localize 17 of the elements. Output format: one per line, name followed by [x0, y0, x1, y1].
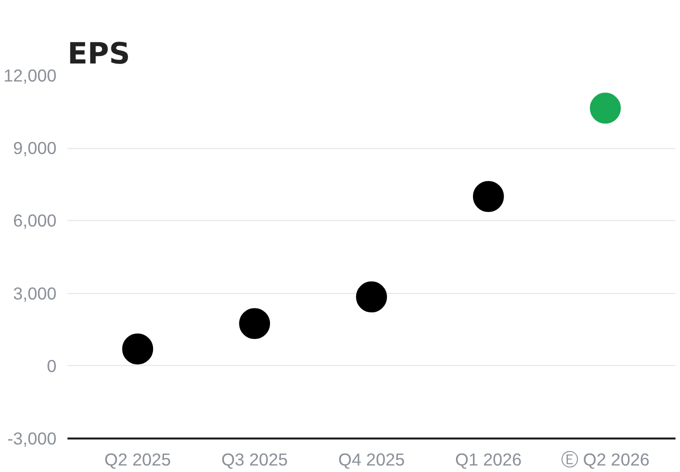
y-tick-label: 0	[46, 356, 57, 376]
point	[472, 181, 504, 212]
y-tick-label: 3,000	[13, 283, 57, 304]
x-tick-label: Q2 2025	[104, 450, 171, 470]
point	[239, 308, 270, 340]
y-tick-label: 9,000	[13, 138, 57, 158]
x-tick-label: Ⓔ Q2 2026	[561, 450, 650, 470]
y-tick-label: 6,000	[13, 210, 57, 231]
x-tick-label: Q4 2025	[338, 450, 405, 470]
x-tick-label: Q1 2026	[455, 450, 522, 470]
y-tick-label: -3,000	[7, 428, 57, 448]
y-tick-label: 12,000	[4, 66, 56, 86]
point	[356, 281, 387, 312]
point	[122, 333, 154, 364]
chart-title: EPS	[68, 36, 130, 70]
x-tick-label: Q3 2025	[221, 450, 288, 470]
point	[590, 92, 621, 124]
